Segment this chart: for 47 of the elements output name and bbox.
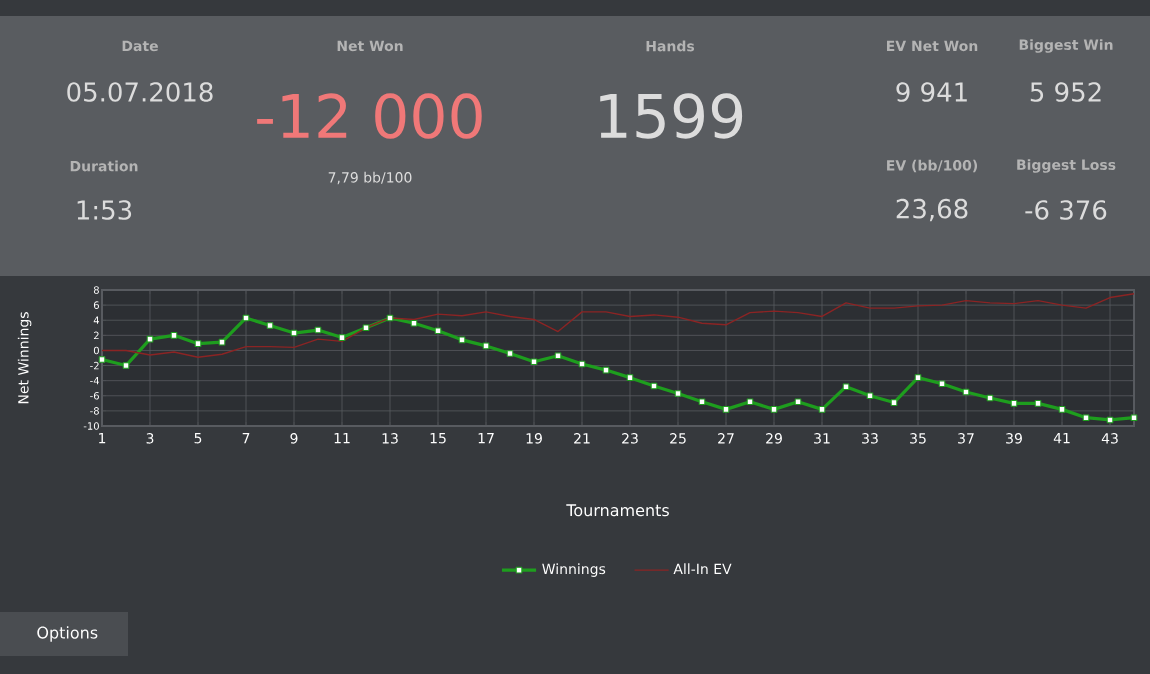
point xyxy=(146,335,154,343)
text: -12 000 xyxy=(257,93,482,139)
line-series xyxy=(101,293,1135,358)
point xyxy=(1058,406,1066,413)
point xyxy=(530,358,538,366)
point xyxy=(218,338,226,346)
point xyxy=(770,406,778,413)
text: 9 941 xyxy=(896,82,967,102)
point xyxy=(554,352,562,360)
point xyxy=(1082,414,1090,421)
point xyxy=(434,327,442,335)
point xyxy=(1130,414,1138,421)
point xyxy=(890,399,898,406)
point xyxy=(1010,400,1018,407)
point xyxy=(818,406,826,413)
text: 5 952 xyxy=(1030,82,1101,102)
point xyxy=(458,336,466,344)
text: -6 376 xyxy=(1025,200,1107,220)
point xyxy=(914,374,922,381)
point xyxy=(266,322,274,329)
point xyxy=(122,362,130,369)
x-axis-title: Tournaments xyxy=(566,504,669,517)
point xyxy=(866,392,874,400)
point xyxy=(290,329,298,337)
point xyxy=(194,340,202,347)
text: Options xyxy=(37,626,98,642)
text: 05.07.2018 xyxy=(67,82,213,102)
point xyxy=(722,406,730,413)
point xyxy=(938,380,946,387)
point xyxy=(338,334,346,341)
point xyxy=(698,398,706,406)
point xyxy=(362,324,370,332)
point xyxy=(98,356,106,363)
point xyxy=(482,342,490,350)
point xyxy=(410,319,418,327)
point xyxy=(170,332,178,339)
point xyxy=(506,350,514,357)
text: 1599 xyxy=(600,93,743,139)
point xyxy=(602,366,610,374)
point xyxy=(626,374,634,381)
point xyxy=(1034,400,1042,407)
point xyxy=(794,398,802,406)
text: 23,68 xyxy=(896,198,968,222)
point xyxy=(746,398,754,406)
text: 1:53 xyxy=(77,200,132,220)
point xyxy=(842,383,850,391)
point xyxy=(674,390,682,397)
